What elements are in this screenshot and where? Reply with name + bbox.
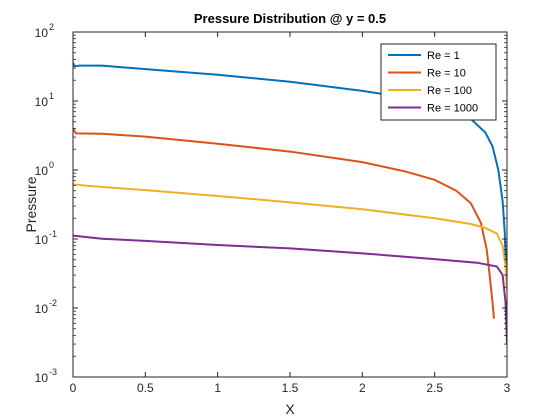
y-tick-label: 10 (35, 26, 49, 40)
x-tick-label: 2.5 (426, 381, 443, 395)
y-tick-exponent: -3 (49, 367, 57, 377)
x-axis-label: X (285, 401, 295, 417)
y-tick-label: 10 (35, 371, 49, 385)
series-line-3 (73, 183, 507, 291)
legend: Re = 1 Re = 10 Re = 100 Re = 1000 (380, 43, 497, 121)
y-tick-label: 10 (35, 164, 49, 178)
y-tick-exponent: -1 (49, 229, 57, 239)
y-tick-label: 10 (35, 95, 49, 109)
legend-label: Re = 1000 (427, 103, 478, 115)
y-tick-exponent: 1 (49, 91, 54, 101)
x-tick-label: 1.5 (282, 381, 299, 395)
chart-title: Pressure Distribution @ y = 0.5 (194, 11, 386, 26)
y-tick-label: 10 (35, 302, 49, 316)
series-line-4 (73, 234, 507, 345)
x-tick-label: 0.5 (137, 381, 154, 395)
legend-label: Re = 10 (427, 68, 466, 80)
series-line-2 (73, 127, 495, 319)
y-tick-exponent: 2 (49, 22, 54, 32)
legend-label: Re = 100 (427, 85, 472, 97)
y-tick-exponent: 0 (49, 160, 54, 170)
x-tick-label: 2 (359, 381, 366, 395)
x-axis-ticks: 0 0.5 1 1.5 2 2.5 3 (70, 32, 511, 395)
y-tick-label: 10 (35, 233, 49, 247)
x-tick-label: 0 (70, 381, 77, 395)
x-tick-label: 3 (504, 381, 511, 395)
legend-label: Re = 1 (427, 50, 460, 62)
x-tick-label: 1 (214, 381, 221, 395)
y-tick-exponent: -2 (49, 298, 57, 308)
y-axis-label: Pressure (23, 176, 39, 232)
